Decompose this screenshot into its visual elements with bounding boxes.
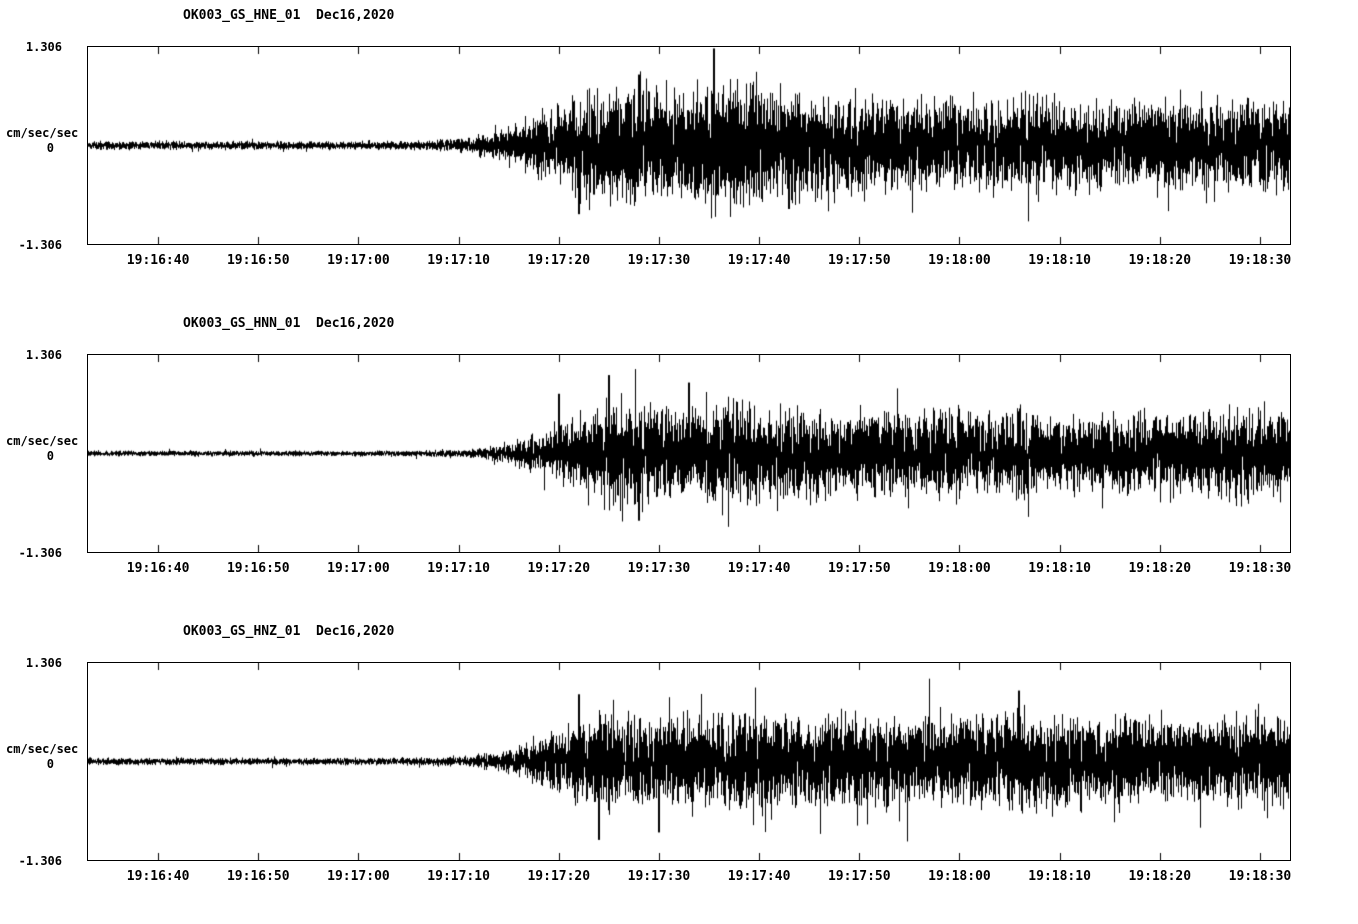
y-axis-max-label: 1.306	[25, 656, 62, 670]
y-axis-zero-label: 0	[46, 141, 54, 155]
x-tick-label: 19:18:00	[928, 869, 991, 884]
panel-title: OK003_GS_HNZ_01 Dec16,2020	[183, 624, 395, 639]
x-tick-label: 19:17:40	[727, 561, 791, 576]
y-axis-unit-label: cm/sec/sec	[6, 126, 79, 140]
y-axis-min-label: -1.306	[18, 546, 62, 560]
y-axis-zero-label: 0	[46, 449, 54, 463]
x-tick-label: 19:17:10	[427, 253, 490, 268]
x-tick-label: 19:16:40	[126, 869, 190, 884]
x-tick-label: 19:17:50	[827, 253, 891, 268]
seismogram-panel-hne: OK003_GS_HNE_01 Dec16,2020 1.306 cm/sec/…	[0, 0, 1358, 308]
y-axis-max-label: 1.306	[25, 348, 62, 362]
x-tick-label: 19:16:40	[126, 253, 190, 268]
x-axis-tick-labels: 19:16:40 19:16:50 19:17:00 19:17:10 19:17:20…	[0, 869, 1358, 887]
x-axis-tick-labels: 19:16:40 19:16:50 19:17:00 19:17:10 19:17:20…	[0, 561, 1358, 579]
seismogram-panel-hnn: OK003_GS_HNN_01 Dec16,2020 1.306 cm/sec/…	[0, 308, 1358, 616]
y-axis-min-label: -1.306	[18, 854, 62, 868]
x-tick-label: 19:16:50	[226, 869, 290, 884]
x-tick-label: 19:17:40	[727, 253, 791, 268]
x-tick-label: 19:16:50	[226, 561, 290, 576]
y-axis-unit-label: cm/sec/sec	[6, 742, 79, 756]
x-tick-label: 19:18:20	[1128, 561, 1192, 576]
x-tick-label: 19:18:20	[1128, 869, 1192, 884]
x-tick-label: 19:17:30	[627, 561, 691, 576]
x-tick-label: 19:18:30	[1228, 869, 1292, 884]
x-tick-label: 19:17:00	[327, 253, 390, 268]
x-tick-label: 19:18:10	[1028, 869, 1091, 884]
x-tick-label: 19:17:20	[527, 561, 591, 576]
waveform-canvas	[87, 46, 1291, 245]
x-tick-label: 19:18:10	[1028, 561, 1091, 576]
x-tick-label: 19:17:10	[427, 561, 490, 576]
x-tick-label: 19:17:00	[327, 561, 390, 576]
panel-title: OK003_GS_HNN_01 Dec16,2020	[183, 316, 395, 331]
x-tick-label: 19:18:00	[928, 253, 991, 268]
x-tick-label: 19:17:50	[827, 869, 891, 884]
x-tick-label: 19:18:30	[1228, 561, 1292, 576]
x-tick-label: 19:18:00	[928, 561, 991, 576]
panel-title: OK003_GS_HNE_01 Dec16,2020	[183, 8, 395, 23]
y-axis-max-label: 1.306	[25, 40, 62, 54]
x-tick-label: 19:16:50	[226, 253, 290, 268]
y-axis-min-label: -1.306	[18, 238, 62, 252]
x-tick-label: 19:17:40	[727, 869, 791, 884]
x-tick-label: 19:18:20	[1128, 253, 1192, 268]
x-tick-label: 19:17:20	[527, 253, 591, 268]
x-tick-label: 19:17:30	[627, 253, 691, 268]
x-tick-label: 19:17:00	[327, 869, 390, 884]
waveform-canvas	[87, 354, 1291, 553]
waveform-canvas	[87, 662, 1291, 861]
x-tick-label: 19:17:30	[627, 869, 691, 884]
x-tick-label: 19:16:40	[126, 561, 190, 576]
seismogram-panel-hnz: OK003_GS_HNZ_01 Dec16,2020 1.306 cm/sec/…	[0, 616, 1358, 924]
y-axis-unit-label: cm/sec/sec	[6, 434, 79, 448]
x-tick-label: 19:18:30	[1228, 253, 1292, 268]
x-tick-label: 19:17:50	[827, 561, 891, 576]
y-axis-zero-label: 0	[46, 757, 54, 771]
x-tick-label: 19:17:10	[427, 869, 490, 884]
x-tick-label: 19:17:20	[527, 869, 591, 884]
x-tick-label: 19:18:10	[1028, 253, 1091, 268]
x-axis-tick-labels: 19:16:40 19:16:50 19:17:00 19:17:10 19:17:20…	[0, 253, 1358, 271]
